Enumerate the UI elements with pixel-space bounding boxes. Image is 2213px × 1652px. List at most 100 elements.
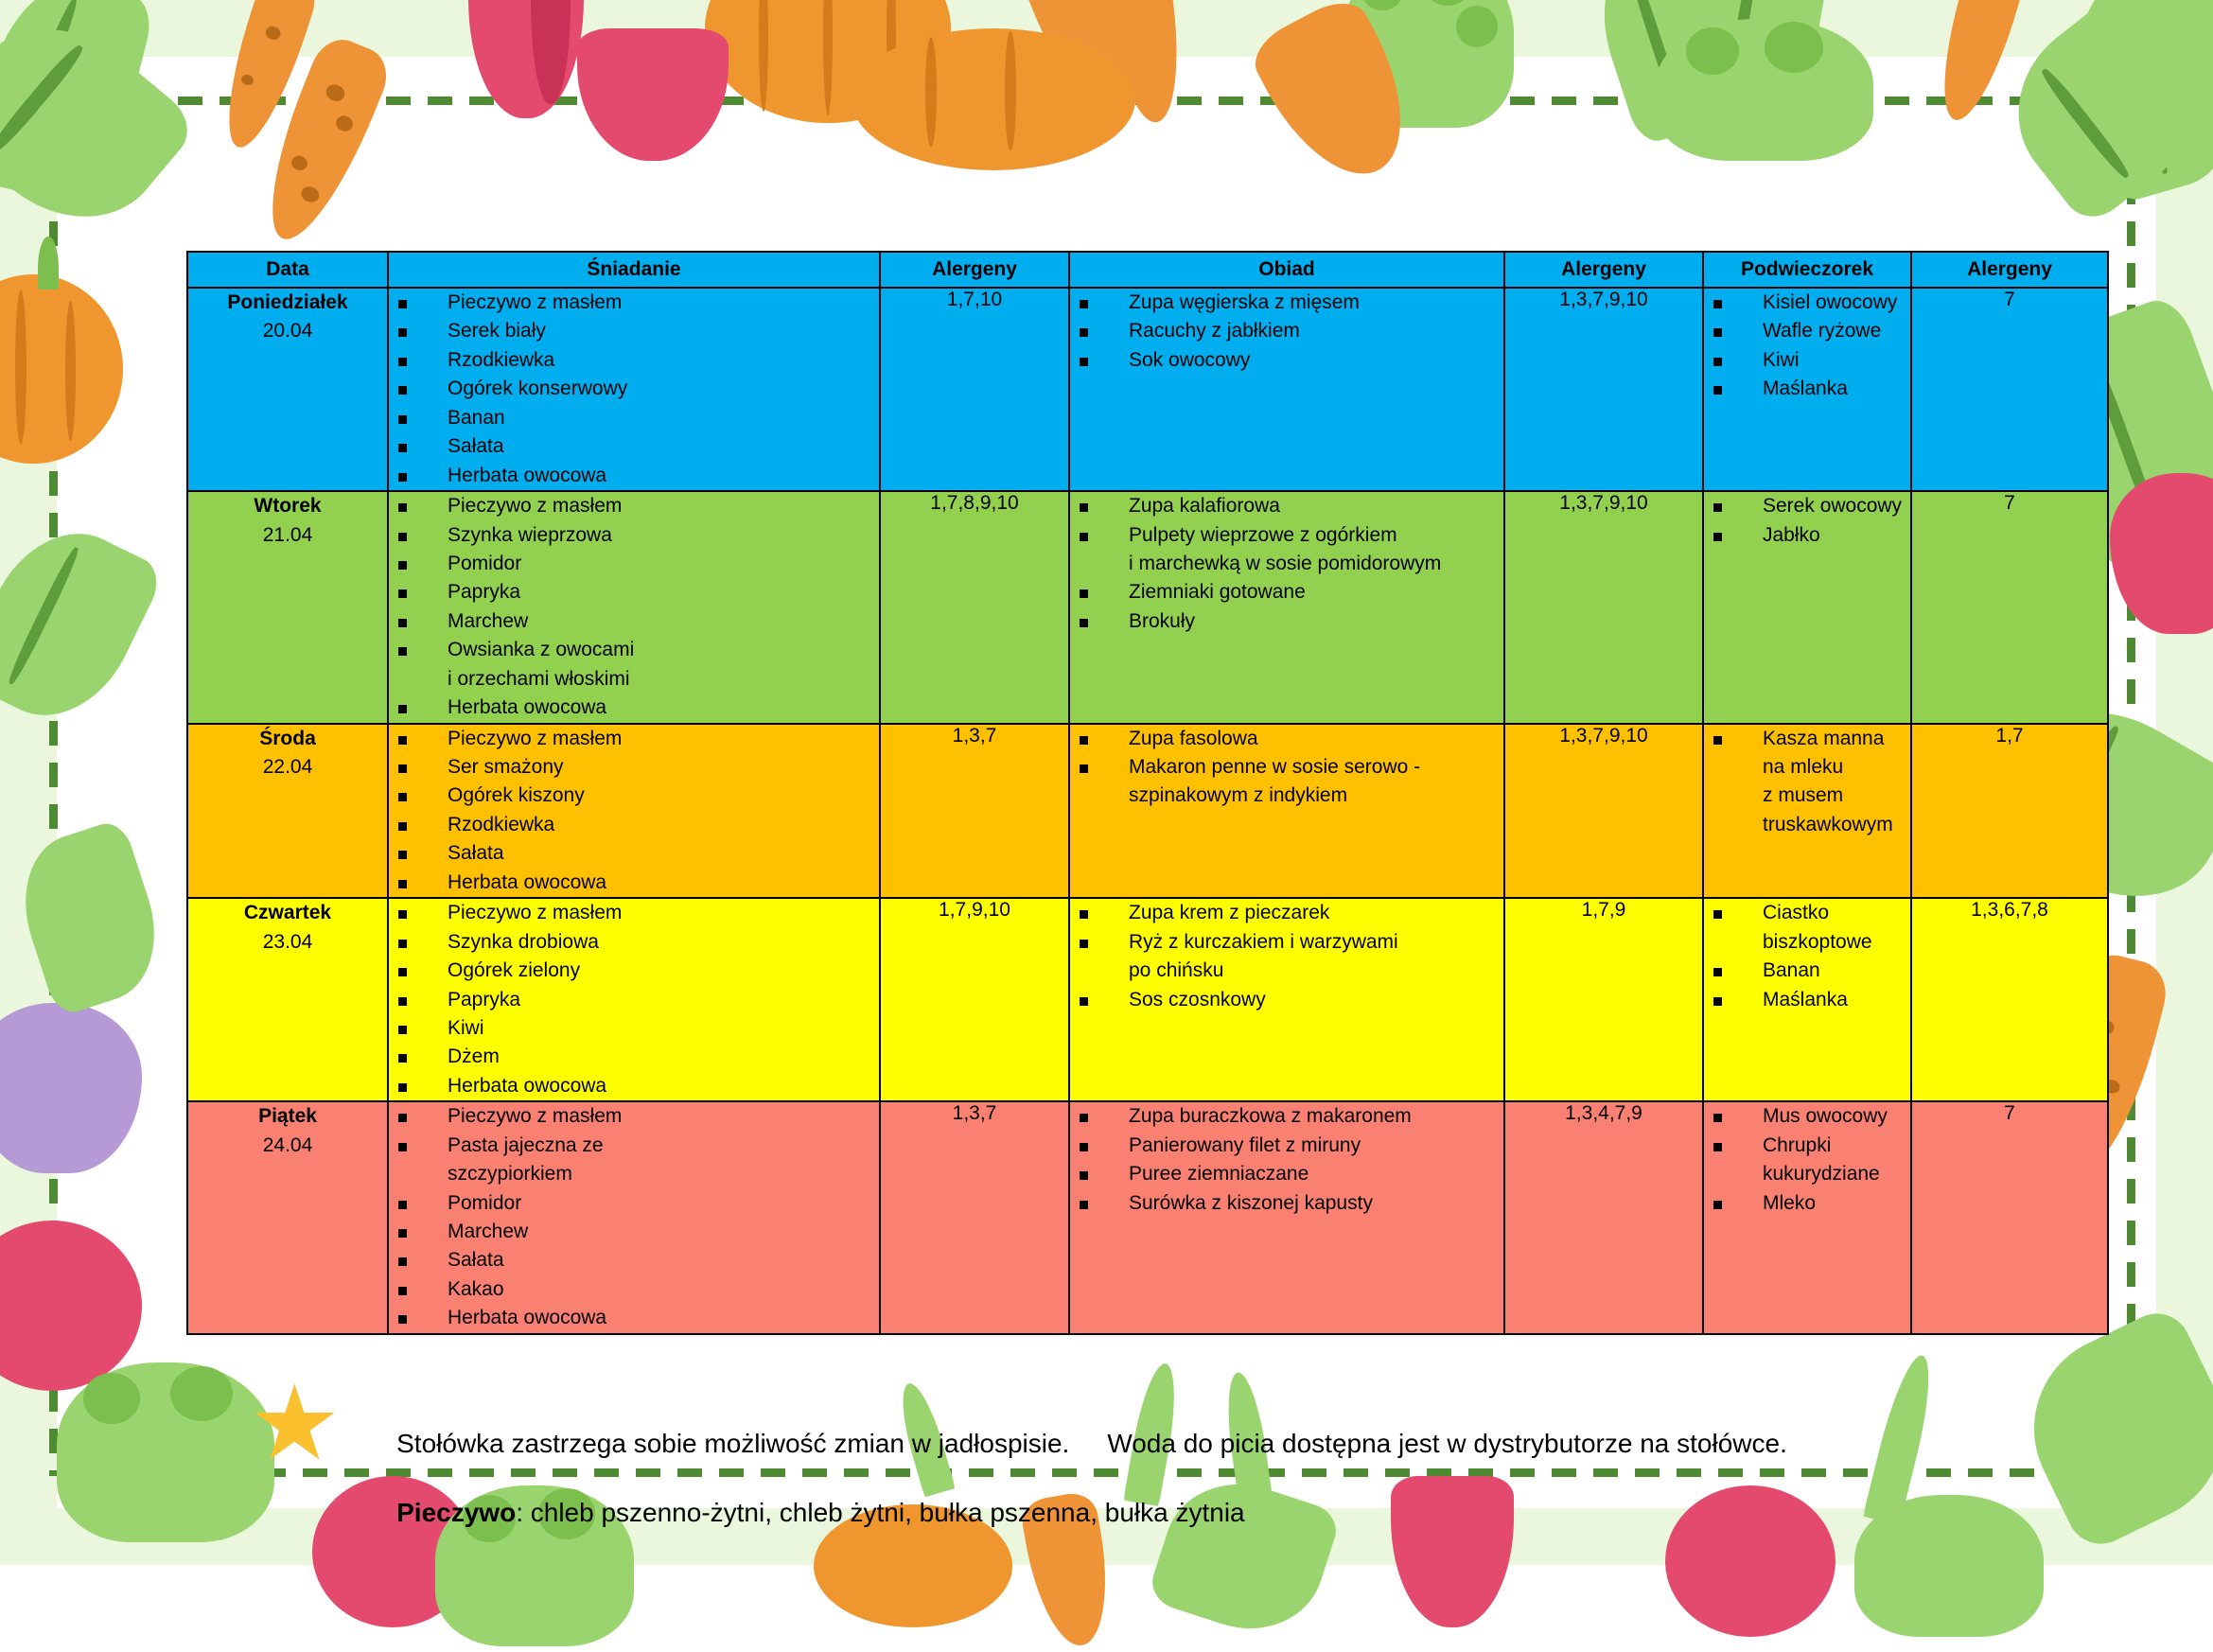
dish-item: Chrupki kukurydziane — [1704, 1132, 1910, 1189]
dish-item: Jabłko — [1704, 521, 1910, 550]
dish-item: Pieczywo z masłem — [389, 725, 879, 753]
lunch-cell: Zupa kalafiorowa Pulpety wieprzowe z ogór… — [1068, 490, 1505, 725]
dish-item: Wafle ryżowe — [1704, 317, 1910, 345]
breakfast-allergens-cell: 1,3,7 — [879, 722, 1070, 900]
dish-item: Brokuły — [1070, 607, 1503, 636]
dish-item: Racuchy z jabłkiem — [1070, 317, 1503, 345]
dish-item: Rzodkiewka — [389, 346, 879, 375]
snack-allergens-cell: 1,3,6,7,8 — [1910, 897, 2109, 1103]
dish-item: Mus owocowy — [1704, 1102, 1910, 1131]
breakfast-allergens-cell: 1,7,8,9,10 — [879, 490, 1070, 725]
dish-item: Maślanka — [1704, 375, 1910, 403]
day-cell: Poniedziałek 20.04 — [186, 286, 389, 493]
dish-item: Zupa węgierska z mięsem — [1070, 289, 1503, 317]
dish-item: Sałata — [389, 432, 879, 461]
lunch-list: Zupa węgierska z mięsem Racuchy z jabłkie… — [1070, 289, 1503, 375]
dish-item: Kisiel owocowy — [1704, 289, 1910, 317]
dish-item: Serek biały — [389, 317, 879, 345]
column-header-allergens-1: Alergeny — [879, 251, 1070, 289]
dish-item: Kiwi — [1704, 346, 1910, 375]
day-name: Piątek — [258, 1105, 317, 1128]
footer-note-changes: Stołówka zastrzega sobie możliwość zmian… — [396, 1429, 1070, 1458]
column-header-snack: Podwieczorek — [1702, 251, 1912, 289]
column-header-data: Data — [186, 251, 389, 289]
day-date: 24.04 — [262, 1134, 313, 1156]
dish-item: Zupa buraczkowa z makaronem — [1070, 1102, 1503, 1131]
dish-item: Herbata owocowa — [389, 1072, 879, 1100]
snack-list: Ciastko biszkoptowe Banan Maślanka — [1704, 899, 1910, 1014]
breakfast-allergens-cell: 1,7,10 — [879, 286, 1070, 493]
snack-list: Kasza manna na mleku z musem truskawkowym — [1704, 725, 1910, 840]
dish-item: Pulpety wieprzowe z ogórkiem — [1070, 521, 1503, 550]
lunch-list: Zupa buraczkowa z makaronem Panierowany f… — [1070, 1102, 1503, 1218]
breakfast-cell: Pieczywo z masłem Szynka wieprzowa Pomidor… — [387, 490, 881, 725]
dish-item: Pasta jajeczna ze — [389, 1132, 879, 1160]
lunch-list: Zupa kalafiorowa Pulpety wieprzowe z ogór… — [1070, 492, 1503, 636]
dish-item: Banan — [1704, 957, 1910, 985]
footer-note-water: Woda do picia dostępna jest w dystrybuto… — [1107, 1429, 1787, 1458]
day-date: 21.04 — [262, 523, 313, 546]
day-name: Poniedziałek — [227, 291, 348, 313]
dish-item-continuation: z musem truskawkowym — [1763, 784, 1893, 835]
dish-item: Ogórek konserwowy — [389, 375, 879, 403]
snack-list: Kisiel owocowy Wafle ryżowe Kiwi Maślanka — [1704, 289, 1910, 404]
dish-item: Panierowany filet z miruny — [1070, 1132, 1503, 1160]
day-cell: Czwartek 23.04 — [186, 897, 389, 1103]
dish-item: Ogórek zielony — [389, 957, 879, 985]
footer-bread-label: Pieczywo — [396, 1498, 517, 1527]
snack-cell: Kasza manna na mleku z musem truskawkowym — [1702, 722, 1912, 900]
breakfast-list: Pieczywo z masłem Serek biały Rzodkiewka Og… — [389, 289, 879, 490]
menu-sheet: Data Śniadanie Alergeny Obiad Alergeny P… — [186, 251, 2109, 1335]
breakfast-cell: Pieczywo z masłem Ser smażony Ogórek kiszo… — [387, 722, 881, 900]
dish-item-continuation: szczypiorkiem — [448, 1163, 572, 1186]
breakfast-list: Pieczywo z masłem Pasta jajeczna ze szczyp… — [389, 1102, 879, 1333]
day-cell: Wtorek 21.04 — [186, 490, 389, 725]
dish-item: Banan — [389, 404, 879, 432]
dish-item: Puree ziemniaczane — [1070, 1160, 1503, 1188]
table-row: Czwartek 23.04 Pieczywo z masłem Szynka d… — [186, 897, 2109, 1103]
lunch-cell: Zupa buraczkowa z makaronem Panierowany f… — [1068, 1100, 1505, 1335]
dish-item: Ser smażony — [389, 753, 879, 782]
dish-item: Zupa kalafiorowa — [1070, 492, 1503, 520]
table-row: Środa 22.04 Pieczywo z masłem Ser smażony… — [186, 722, 2109, 900]
lunch-allergens-cell: 1,7,9 — [1503, 897, 1704, 1103]
day-cell: Środa 22.04 — [186, 722, 389, 900]
day-date: 23.04 — [262, 930, 313, 953]
dish-item: Mleko — [1704, 1189, 1910, 1218]
dish-item: Herbata owocowa — [389, 869, 879, 897]
snack-cell: Kisiel owocowy Wafle ryżowe Kiwi Maślanka — [1702, 286, 1912, 493]
snack-allergens-cell: 7 — [1910, 286, 2109, 493]
lunch-list: Zupa fasolowa Makaron penne w sosie serow… — [1070, 725, 1503, 811]
dish-item: Kakao — [389, 1275, 879, 1304]
dish-item: Papryka — [389, 578, 879, 606]
breakfast-list: Pieczywo z masłem Ser smażony Ogórek kiszo… — [389, 725, 879, 898]
dish-item: Sałata — [389, 839, 879, 868]
lunch-cell: Zupa krem z pieczarek Ryż z kurczakiem i … — [1068, 897, 1505, 1103]
snack-allergens-cell: 7 — [1910, 1100, 2109, 1335]
dish-item: Zupa fasolowa — [1070, 725, 1503, 753]
snack-list: Serek owocowy Jabłko — [1704, 492, 1910, 550]
day-date: 22.04 — [262, 756, 313, 778]
dish-item: Ryż z kurczakiem i warzywami — [1070, 928, 1503, 957]
dish-item: Herbata owocowa — [389, 462, 879, 490]
dish-item: Makaron penne w sosie serowo - — [1070, 753, 1503, 782]
breakfast-list: Pieczywo z masłem Szynka drobiowa Ogórek z… — [389, 899, 879, 1100]
dish-item-continuation: i marchewką w sosie pomidorowym — [1129, 552, 1442, 574]
dish-item: Surówka z kiszonej kapusty — [1070, 1189, 1503, 1218]
dish-item: Dżem — [389, 1043, 879, 1071]
dish-item: Marchew — [389, 607, 879, 636]
dish-item: Rzodkiewka — [389, 811, 879, 839]
dish-item: Herbata owocowa — [389, 1304, 879, 1332]
dish-item: Szynka drobiowa — [389, 928, 879, 957]
snack-list: Mus owocowy Chrupki kukurydziane Mleko — [1704, 1102, 1910, 1218]
dish-item: Pomidor — [389, 1189, 879, 1218]
dish-item-continuation: po chińsku — [1129, 959, 1224, 982]
dish-item: Sos czosnkowy — [1070, 986, 1503, 1014]
dish-item-continuation: szpinakowym z indykiem — [1129, 784, 1348, 807]
column-header-breakfast: Śniadanie — [387, 251, 881, 289]
day-cell: Piątek 24.04 — [186, 1100, 389, 1335]
breakfast-allergens-cell: 1,7,9,10 — [879, 897, 1070, 1103]
dish-item: Papryka — [389, 986, 879, 1014]
table-row: Piątek 24.04 Pieczywo z masłem Pasta jaje… — [186, 1100, 2109, 1335]
footer-bread-text: : chleb pszenno-żytni, chleb żytni, bułk… — [516, 1498, 1245, 1527]
